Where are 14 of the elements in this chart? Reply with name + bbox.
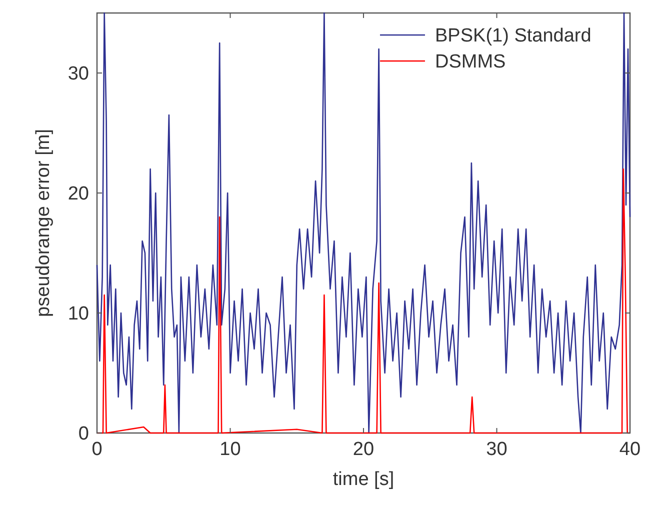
line-series	[96, 12, 631, 434]
y-axis-title: pseudorange error [m]	[33, 129, 54, 317]
x-tick-label: 30	[486, 439, 508, 460]
y-tick-label: 20	[68, 184, 89, 205]
x-tick-label: 0	[92, 439, 102, 460]
x-tick-label: 40	[619, 439, 641, 460]
x-tick-label: 20	[352, 439, 374, 460]
y-tick-label: 0	[78, 424, 89, 445]
y-tick-label: 30	[68, 64, 89, 85]
x-axis-title: time [s]	[332, 469, 394, 490]
x-tick-label: 10	[220, 439, 241, 460]
y-tick-label: 10	[68, 304, 89, 325]
legend-label: BPSK(1) Standard	[435, 26, 592, 47]
legend-label: DSMMS	[435, 52, 506, 73]
